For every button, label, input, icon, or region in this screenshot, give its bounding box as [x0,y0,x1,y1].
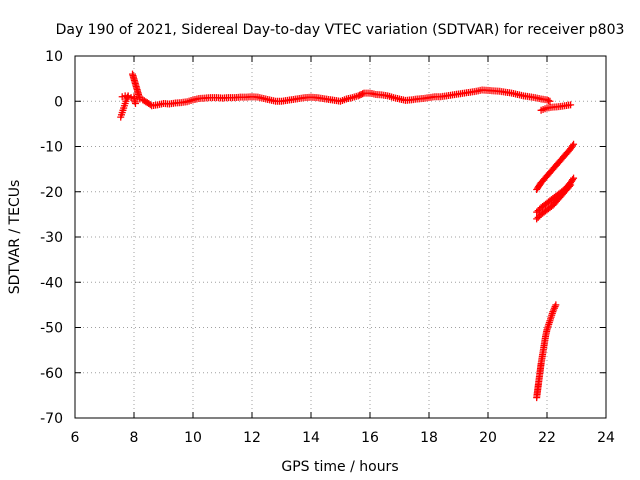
data-point [535,181,543,189]
y-tick-label: -70 [40,411,63,427]
y-tick-label: -30 [40,230,63,246]
data-point [541,96,549,104]
data-point [544,97,552,105]
data-point [564,184,572,192]
data-point [568,177,576,185]
y-axis-label: SDTVAR / TECUs [7,180,23,295]
data-point [565,101,573,109]
y-tick-label: -50 [40,321,63,337]
y-tick-label: 10 [45,49,63,65]
data-point [135,93,143,101]
data-point [388,93,396,101]
data-point [551,303,559,311]
x-tick-label: 10 [184,430,202,446]
x-tick-labels: 6 8 10 12 14 16 18 20 22 24 [71,430,615,446]
data-point [346,94,354,102]
data-point [352,92,360,100]
data-point [545,319,553,327]
data-point [181,98,189,106]
data-point [548,309,556,317]
data-point [569,142,577,150]
data-point [535,95,543,103]
data-point [382,92,390,100]
data-point [120,102,128,110]
x-tick-label: 8 [130,430,139,446]
y-tick-label: 0 [54,94,63,110]
data-point [541,105,549,113]
data-point [470,88,478,96]
data-point [558,154,566,162]
data-point [264,95,272,103]
x-tick-label: 18 [420,430,438,446]
data-point [546,197,554,205]
data-point [122,97,130,105]
data-point [517,91,525,99]
y-tick-labels: -70 -60 -50 -40 -30 -20 -10 0 10 [40,49,63,427]
x-tick-label: 16 [361,430,379,446]
data-point [340,96,348,104]
data-point [568,143,576,151]
plot-frame [74,55,607,419]
tick-marks [74,55,607,419]
data-point [152,101,160,109]
data-point [529,93,537,101]
data-point [142,98,150,106]
data-point [565,182,573,190]
data-point [512,90,520,98]
data-point [541,334,549,342]
data-point [534,207,542,215]
data-point [357,90,365,98]
data-series [117,70,578,402]
data-point [552,197,560,205]
data-point [123,93,131,101]
data-point [540,208,548,216]
data-point [187,96,195,104]
y-tick-label: -40 [40,275,63,291]
data-point [569,176,577,184]
data-point [258,94,266,102]
y-tick-label: -10 [40,140,63,156]
data-point [543,327,551,335]
data-point [552,161,560,169]
data-point [541,175,549,183]
data-point [546,204,554,212]
data-point [547,168,555,176]
data-point [546,97,554,105]
data-point [394,95,402,103]
data-point [119,106,127,114]
x-axis-label: GPS time / hours [281,459,398,475]
data-point [558,190,566,198]
x-tick-label: 6 [71,430,80,446]
data-point [534,213,542,221]
data-point [540,201,548,209]
chart-title: Day 190 of 2021, Sidereal Day-to-day VTE… [56,22,625,38]
data-point [506,89,514,97]
data-point [564,147,572,155]
x-tick-label: 12 [243,430,261,446]
x-tick-label: 22 [538,430,556,446]
x-tick-label: 24 [597,430,615,446]
x-tick-label: 14 [302,430,320,446]
y-tick-label: -60 [40,366,63,382]
data-point [131,98,139,106]
grid [75,56,606,418]
y-tick-label: -20 [40,185,63,201]
data-point [117,111,125,119]
x-tick-label: 20 [479,430,497,446]
data-point [359,90,367,98]
